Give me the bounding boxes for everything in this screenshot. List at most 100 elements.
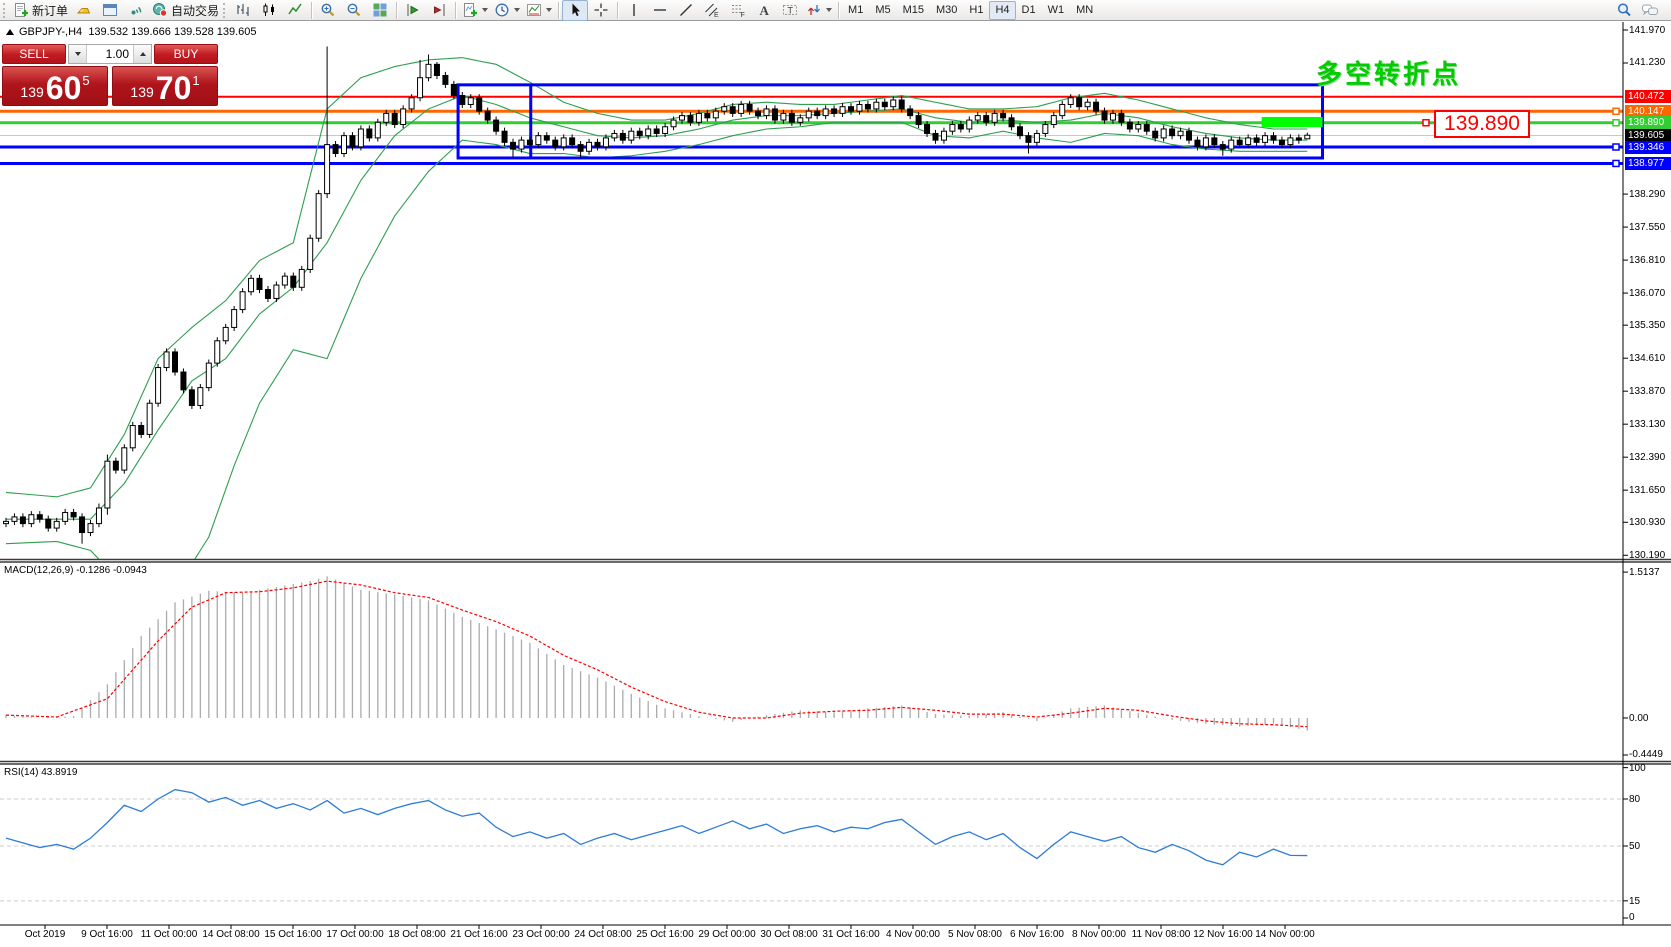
search-icon — [1616, 2, 1632, 18]
dropdown-arrow-icon — [826, 8, 833, 12]
candlestick-chart-button[interactable] — [256, 0, 282, 21]
periods-icon — [494, 2, 510, 18]
label-button[interactable]: T — [777, 0, 803, 21]
toolbar-grip[interactable] — [3, 2, 7, 18]
toolbar-separator — [617, 1, 619, 19]
time-axis-label: 14 Oct 08:00 — [202, 929, 260, 940]
time-axis-label: 23 Oct 00:00 — [512, 929, 570, 940]
price-line-label: 139.346 — [1625, 140, 1671, 154]
volume-stepper: 1.00 — [68, 44, 152, 64]
volume-increase-button[interactable] — [133, 45, 151, 63]
trendline-button[interactable] — [673, 0, 699, 21]
toolbar-grip[interactable] — [223, 2, 227, 18]
line-chart-button[interactable] — [282, 0, 308, 21]
buy-price-prefix: 139 — [130, 83, 154, 100]
sell-price-sup: 5 — [82, 73, 90, 88]
time-axis-label: 17 Oct 00:00 — [326, 929, 384, 940]
sell-button[interactable]: SELL — [2, 44, 66, 64]
turning-point-annotation[interactable]: 多空转折点 — [1316, 59, 1462, 89]
line-chart-icon — [287, 2, 303, 18]
price-line-label: 139.605 — [1625, 128, 1671, 142]
timeframe-w1[interactable]: W1 — [1047, 3, 1065, 16]
sell-price-button[interactable]: 139 60 5 — [2, 66, 108, 106]
macd-tick-label: 0.00 — [1629, 713, 1649, 724]
timeframe-h1[interactable]: H1 — [969, 3, 984, 16]
tile-windows-button[interactable] — [367, 0, 393, 21]
chart-canvas[interactable] — [0, 22, 1671, 947]
crosshair-button[interactable] — [588, 0, 614, 21]
label-icon: T — [782, 2, 798, 18]
auto-scroll-icon — [405, 2, 421, 18]
new-order-button[interactable]: 新订单 — [10, 0, 71, 21]
terminal-window-button[interactable] — [97, 0, 123, 21]
time-axis-label: 4 Nov 00:00 — [886, 929, 940, 940]
price-tick-label: 138.290 — [1629, 188, 1666, 200]
one-click-trading-panel: SELL 1.00 BUY 139 60 5 139 70 1 — [2, 44, 218, 106]
main-toolbar: 新订单 自动交易 — [0, 0, 1671, 21]
search-button[interactable] — [1611, 0, 1637, 21]
buy-price-sup: 1 — [192, 73, 200, 88]
timeframe-m15[interactable]: M15 — [902, 3, 924, 16]
cursor-button[interactable] — [562, 0, 589, 21]
zoom-in-button[interactable] — [315, 0, 341, 21]
price-tick-label: 135.350 — [1629, 319, 1666, 331]
bar-chart-icon — [235, 2, 251, 18]
zoom-in-icon — [320, 2, 336, 18]
macd-indicator-label: MACD(12,26,9) -0.1286 -0.0943 — [4, 565, 147, 576]
time-axis-label: 30 Oct 08:00 — [760, 929, 818, 940]
chart-shift-button[interactable] — [426, 0, 452, 21]
templates-button[interactable] — [523, 0, 555, 21]
new-order-label: 新订单 — [32, 3, 69, 18]
new-order-icon — [13, 2, 29, 18]
dropdown-arrow-icon — [514, 8, 521, 12]
timeframe-m1[interactable]: M1 — [848, 3, 864, 16]
price-tag-box[interactable]: 139.890 — [1434, 110, 1530, 138]
time-axis[interactable]: Oct 2019 9 Oct 16:00 11 Oct 00:00 14 Oct 08… — [0, 926, 1671, 946]
fibonacci-button[interactable]: F — [725, 0, 751, 21]
periods-button[interactable] — [491, 0, 523, 21]
auto-trading-icon — [152, 2, 168, 18]
price-tick-label: 136.810 — [1629, 254, 1666, 266]
horizontal-line-button[interactable] — [647, 0, 673, 21]
zoom-out-button[interactable] — [341, 0, 367, 21]
svg-text:A: A — [760, 3, 770, 18]
volume-input[interactable]: 1.00 — [105, 47, 129, 61]
svg-text:T: T — [788, 6, 794, 16]
time-axis-label: 12 Nov 16:00 — [1193, 929, 1253, 940]
buy-price-main: 70 — [155, 69, 192, 106]
time-axis-label: 21 Oct 16:00 — [450, 929, 508, 940]
auto-scroll-button[interactable] — [400, 0, 426, 21]
signal-button[interactable] — [123, 0, 149, 21]
buy-button[interactable]: BUY — [154, 44, 218, 64]
channel-button[interactable]: E — [699, 0, 725, 21]
market-watch-button[interactable] — [71, 0, 97, 21]
indicators-button[interactable] — [459, 0, 491, 21]
fibonacci-icon: F — [730, 2, 746, 18]
time-axis-label: 18 Oct 08:00 — [388, 929, 446, 940]
price-tick-label: 134.610 — [1629, 352, 1666, 364]
symbol-marker-icon — [6, 29, 14, 35]
timeframe-m5[interactable]: M5 — [875, 3, 891, 16]
chat-button[interactable] — [1637, 0, 1663, 21]
ohlc-values: 139.532 139.666 139.528 139.605 — [88, 26, 257, 38]
timeframe-mn[interactable]: MN — [1076, 3, 1094, 16]
bar-chart-button[interactable] — [230, 0, 256, 21]
buy-price-button[interactable]: 139 70 1 — [112, 66, 218, 106]
auto-trading-button[interactable]: 自动交易 — [149, 0, 222, 21]
price-tick-label: 141.970 — [1629, 24, 1666, 36]
arrows-button[interactable] — [803, 0, 835, 21]
timeframe-d1[interactable]: D1 — [1021, 3, 1036, 16]
volume-decrease-button[interactable] — [69, 45, 87, 63]
timeframe-m30[interactable]: M30 — [936, 3, 958, 16]
timeframe-h4[interactable]: H4 — [989, 0, 1016, 20]
symbol-name: GBPJPY-,H4 — [19, 26, 83, 38]
vertical-line-button[interactable] — [621, 0, 647, 21]
time-axis-label: 31 Oct 16:00 — [822, 929, 880, 940]
text-button[interactable]: A — [751, 0, 777, 21]
templates-icon — [526, 2, 542, 18]
trendline-icon — [678, 2, 694, 18]
toolbar-separator — [838, 1, 840, 19]
time-axis-label: 14 Nov 00:00 — [1255, 929, 1315, 940]
time-axis-label: 11 Oct 00:00 — [140, 929, 198, 940]
time-axis-label: 8 Nov 00:00 — [1072, 929, 1126, 940]
